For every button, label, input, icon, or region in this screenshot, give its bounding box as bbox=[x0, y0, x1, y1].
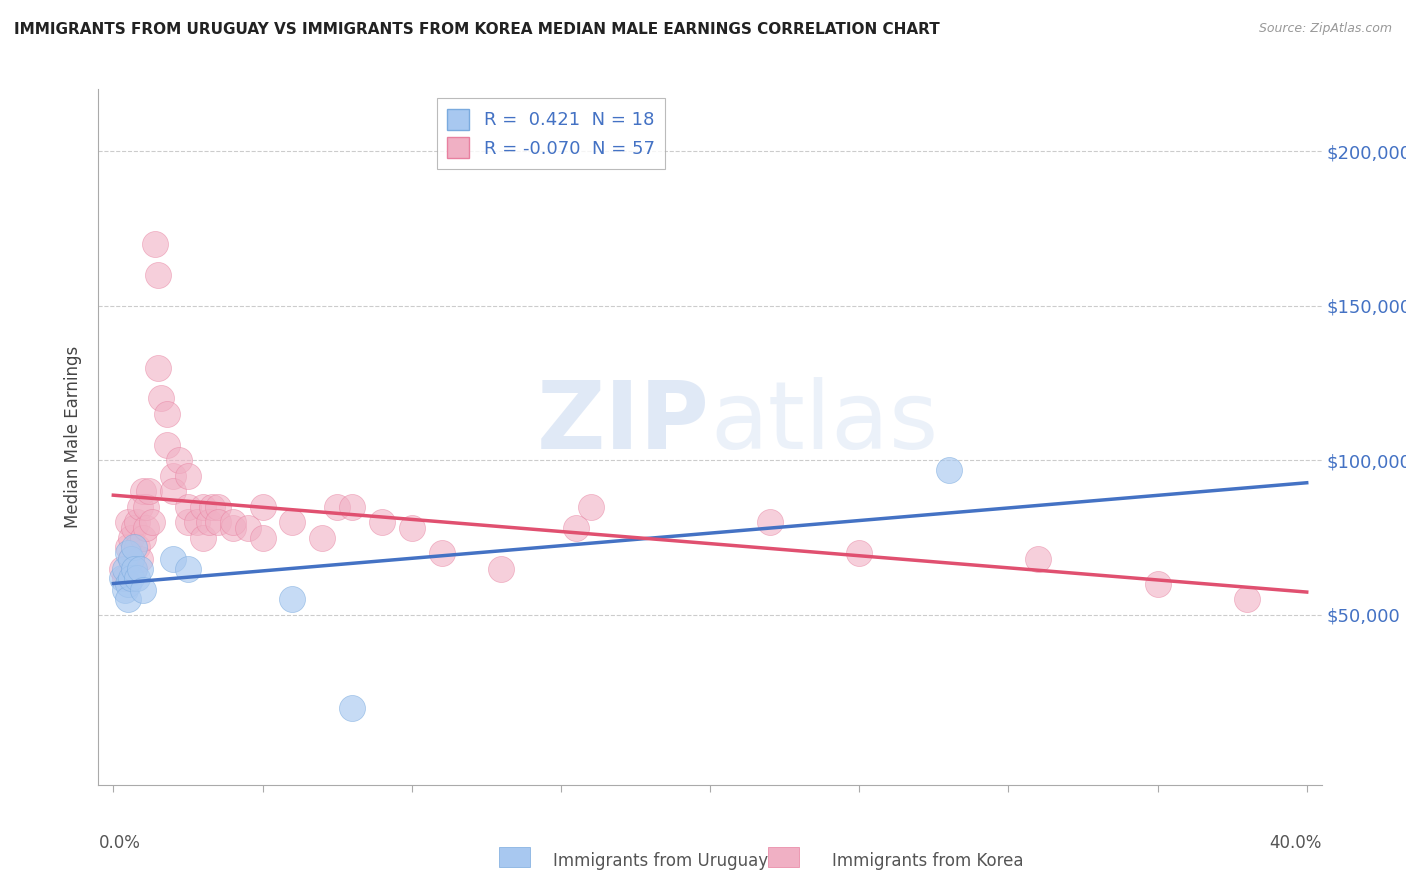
Point bbox=[132, 531, 155, 545]
Point bbox=[340, 500, 363, 514]
Point bbox=[326, 500, 349, 514]
Point bbox=[127, 540, 149, 554]
Point bbox=[430, 546, 453, 560]
Point bbox=[221, 515, 243, 529]
Point bbox=[141, 515, 163, 529]
Point bbox=[156, 438, 179, 452]
Point bbox=[132, 484, 155, 499]
Point bbox=[117, 515, 139, 529]
Point bbox=[114, 571, 136, 585]
Point bbox=[758, 515, 780, 529]
Point bbox=[114, 561, 136, 575]
Point bbox=[207, 515, 229, 529]
Point bbox=[201, 500, 224, 514]
Text: ZIP: ZIP bbox=[537, 377, 710, 469]
Text: Source: ZipAtlas.com: Source: ZipAtlas.com bbox=[1258, 22, 1392, 36]
Point bbox=[122, 521, 145, 535]
Point bbox=[162, 552, 184, 566]
Point bbox=[579, 500, 602, 514]
Text: 40.0%: 40.0% bbox=[1270, 834, 1322, 852]
Point bbox=[135, 521, 157, 535]
Point bbox=[117, 577, 139, 591]
Point bbox=[156, 407, 179, 421]
Point bbox=[1236, 592, 1258, 607]
Point bbox=[150, 392, 173, 406]
Point bbox=[111, 571, 134, 585]
Point bbox=[177, 468, 200, 483]
Point bbox=[1026, 552, 1049, 566]
Point bbox=[111, 561, 134, 575]
Point bbox=[129, 500, 152, 514]
Point bbox=[252, 500, 274, 514]
Point bbox=[120, 571, 142, 585]
Point bbox=[252, 531, 274, 545]
Point bbox=[127, 515, 149, 529]
Point bbox=[114, 583, 136, 598]
Point bbox=[146, 268, 169, 282]
Point bbox=[565, 521, 588, 535]
Point bbox=[281, 515, 304, 529]
Point bbox=[281, 592, 304, 607]
Y-axis label: Median Male Earnings: Median Male Earnings bbox=[65, 346, 83, 528]
Point bbox=[177, 561, 200, 575]
Point bbox=[191, 531, 214, 545]
Point bbox=[162, 484, 184, 499]
Point bbox=[186, 515, 208, 529]
Point bbox=[129, 561, 152, 575]
Point bbox=[132, 583, 155, 598]
Point bbox=[207, 500, 229, 514]
Point bbox=[177, 500, 200, 514]
Text: atlas: atlas bbox=[710, 377, 938, 469]
Point bbox=[122, 540, 145, 554]
Point bbox=[938, 462, 960, 476]
Point bbox=[191, 500, 214, 514]
Point bbox=[198, 515, 221, 529]
Point bbox=[117, 546, 139, 560]
Point bbox=[489, 561, 512, 575]
Point bbox=[117, 540, 139, 554]
Point bbox=[311, 531, 333, 545]
Point bbox=[1146, 577, 1168, 591]
Point bbox=[127, 571, 149, 585]
Point bbox=[143, 236, 166, 251]
Point bbox=[129, 552, 152, 566]
Point bbox=[221, 521, 243, 535]
Point bbox=[848, 546, 870, 560]
Point bbox=[167, 453, 190, 467]
Point bbox=[120, 552, 142, 566]
Point bbox=[120, 531, 142, 545]
Point bbox=[120, 552, 142, 566]
Text: 0.0%: 0.0% bbox=[98, 834, 141, 852]
Text: Immigrants from Uruguay: Immigrants from Uruguay bbox=[553, 852, 769, 870]
Text: Immigrants from Korea: Immigrants from Korea bbox=[832, 852, 1024, 870]
Text: IMMIGRANTS FROM URUGUAY VS IMMIGRANTS FROM KOREA MEDIAN MALE EARNINGS CORRELATIO: IMMIGRANTS FROM URUGUAY VS IMMIGRANTS FR… bbox=[14, 22, 939, 37]
Point bbox=[177, 515, 200, 529]
Point bbox=[122, 561, 145, 575]
Point bbox=[236, 521, 259, 535]
Point bbox=[340, 700, 363, 714]
Legend: R =  0.421  N = 18, R = -0.070  N = 57: R = 0.421 N = 18, R = -0.070 N = 57 bbox=[437, 98, 665, 169]
Point bbox=[138, 484, 160, 499]
Point bbox=[146, 360, 169, 375]
Point bbox=[401, 521, 423, 535]
Point bbox=[122, 561, 145, 575]
Point bbox=[371, 515, 394, 529]
Point bbox=[117, 592, 139, 607]
Point bbox=[135, 500, 157, 514]
Point bbox=[162, 468, 184, 483]
